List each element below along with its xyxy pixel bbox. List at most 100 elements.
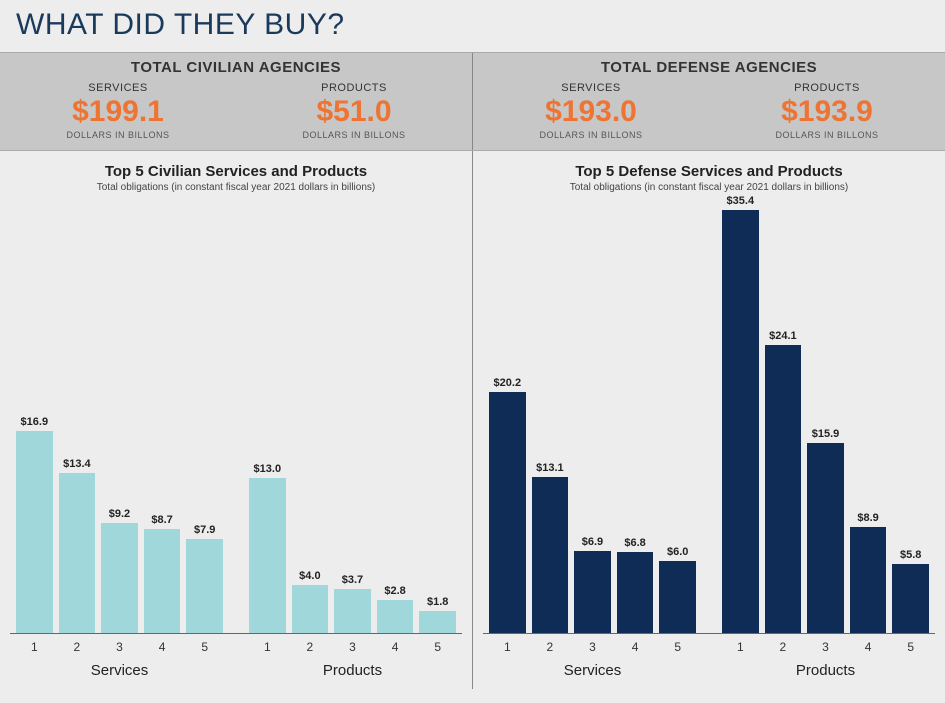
bar-col: $13.1: [532, 462, 569, 633]
bar-group: $20.2 $13.1 $6.9 $6.8 $6.0: [489, 377, 696, 633]
bar-value-label: $15.9: [812, 428, 840, 440]
group-labels: ServicesProducts: [483, 654, 935, 679]
bar-group: $16.9$13.4$9.2$8.7$7.9: [16, 416, 223, 633]
chart-title: Top 5 Defense Services and Products: [483, 163, 935, 180]
bar-col: $7.9: [186, 524, 223, 633]
summary-civilian: TOTAL CIVILIAN AGENCIES SERVICES $199.1 …: [0, 53, 472, 150]
metric-value: $193.9: [775, 96, 878, 128]
x-tick: 3: [101, 638, 138, 654]
group-labels: Services Products: [10, 654, 462, 679]
bar-col: $15.9: [807, 428, 844, 633]
bar: [186, 539, 223, 633]
chart-title: Top 5 Civilian Services and Products: [10, 163, 462, 180]
x-tick: 4: [377, 638, 414, 654]
bar: [334, 589, 371, 633]
metric-value: $51.0: [302, 96, 405, 128]
defense-products-metric: PRODUCTS $193.9 DOLLARS IN BILLONS: [775, 82, 878, 140]
plot-area: $20.2$13.1$6.9$6.8$6.0$35.4$24.1$15.9$8.…: [483, 203, 935, 633]
x-tick: 5: [659, 638, 696, 654]
bar-col: $9.2: [101, 508, 138, 633]
defense-chart: Top 5 Defense Services and Products Tota…: [472, 151, 945, 689]
bar-col: $6.9: [574, 536, 611, 633]
metric-supertitle: PRODUCTS: [775, 82, 878, 94]
bar-value-label: $20.2: [494, 377, 522, 389]
bar-col: $35.4: [722, 195, 759, 633]
x-tick: 2: [765, 638, 802, 654]
x-tick: 3: [807, 638, 844, 654]
x-tick: 1: [489, 638, 526, 654]
bar: [807, 443, 844, 633]
bar: [59, 473, 96, 633]
bar-value-label: $2.8: [384, 585, 405, 597]
bar-value-label: $9.2: [109, 508, 130, 520]
bar-group: $13.0$4.0$3.7$2.8$1.8: [249, 463, 456, 633]
summary-row: TOTAL CIVILIAN AGENCIES SERVICES $199.1 …: [0, 52, 945, 151]
x-axis: 1234512345: [10, 633, 462, 654]
metric-supertitle: SERVICES: [66, 82, 169, 94]
metric-value: $199.1: [66, 96, 169, 128]
x-tick: 5: [186, 638, 223, 654]
bar-value-label: $6.9: [582, 536, 603, 548]
plot-area: $16.9$13.4$9.2$8.7$7.9$13.0$4.0$3.7$2.8$…: [10, 203, 462, 633]
bar: [892, 564, 929, 633]
group-label: Services: [489, 662, 696, 679]
chart-subtitle: Total obligations (in constant fiscal ye…: [483, 182, 935, 193]
bar-value-label: $4.0: [299, 570, 320, 582]
bar: [16, 431, 53, 633]
bar-col: $20.2: [489, 377, 526, 633]
metric-value: $193.0: [539, 96, 642, 128]
bar-col: $3.7: [334, 574, 371, 633]
bar: [659, 561, 696, 633]
bar: [292, 585, 329, 633]
bar-col: $8.7: [144, 514, 181, 633]
page-title: WHAT DID THEY BUY?: [0, 0, 945, 52]
bar: [765, 345, 802, 633]
bar: [144, 529, 181, 633]
civilian-chart: Top 5 Civilian Services and Products Tot…: [0, 151, 472, 689]
bar-col: $13.4: [59, 458, 96, 633]
bar-value-label: $24.1: [769, 330, 797, 342]
bar: [377, 600, 414, 633]
bar-value-label: $13.4: [63, 458, 91, 470]
x-tick: 4: [144, 638, 181, 654]
metric-subtitle: DOLLARS IN BILLONS: [775, 130, 878, 140]
summary-defense: TOTAL DEFENSE AGENCIES SERVICES $193.0 D…: [472, 53, 945, 150]
bar-value-label: $1.8: [427, 596, 448, 608]
bar-value-label: $8.9: [857, 512, 878, 524]
bar-col: $6.0: [659, 546, 696, 633]
x-tick: 1: [16, 638, 53, 654]
bar: [722, 210, 759, 633]
bar: [850, 527, 887, 633]
bar-value-label: $8.7: [151, 514, 172, 526]
bar-value-label: $6.0: [667, 546, 688, 558]
charts-row: Top 5 Civilian Services and Products Tot…: [0, 151, 945, 689]
bar: [419, 611, 456, 633]
summary-civilian-heading: TOTAL CIVILIAN AGENCIES: [0, 59, 472, 76]
x-tick: 4: [617, 638, 654, 654]
bar-col: $2.8: [377, 585, 414, 633]
bar: [532, 477, 569, 633]
x-tick: 3: [334, 638, 371, 654]
metric-subtitle: DOLLARS IN BILLONS: [539, 130, 642, 140]
bar-value-label: $5.8: [900, 549, 921, 561]
x-tick: 4: [850, 638, 887, 654]
metric-supertitle: SERVICES: [539, 82, 642, 94]
metric-subtitle: DOLLARS IN BILLONS: [66, 130, 169, 140]
bar-col: $6.8: [617, 537, 654, 633]
group-label: Products: [249, 662, 456, 679]
bar-col: $8.9: [850, 512, 887, 633]
x-tick: 2: [532, 638, 569, 654]
group-label: Services: [16, 662, 223, 679]
x-tick: 2: [292, 638, 329, 654]
bar-value-label: $3.7: [342, 574, 363, 586]
bar-col: $24.1: [765, 330, 802, 633]
bar-value-label: $6.8: [624, 537, 645, 549]
bar: [574, 551, 611, 633]
x-tick: 3: [574, 638, 611, 654]
civilian-products-metric: PRODUCTS $51.0 DOLLARS IN BILLONS: [302, 82, 405, 140]
bar: [101, 523, 138, 633]
metric-supertitle: PRODUCTS: [302, 82, 405, 94]
x-tick: 5: [892, 638, 929, 654]
metric-subtitle: DOLLARS IN BILLONS: [302, 130, 405, 140]
x-axis: 1234512345: [483, 633, 935, 654]
